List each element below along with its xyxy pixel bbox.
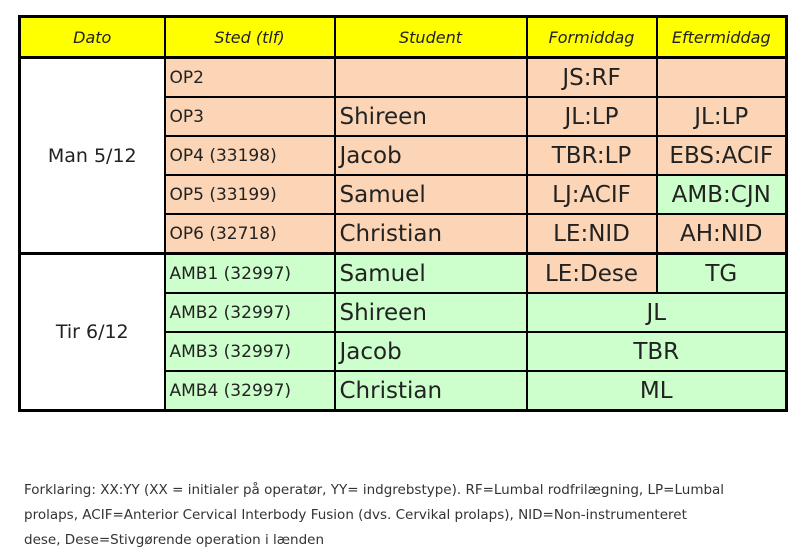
- morning: LE:Dese: [525, 252, 658, 294]
- afternoon: AMB:CJN: [655, 174, 788, 215]
- student: Jacob: [333, 331, 528, 372]
- student: Samuel: [333, 174, 528, 215]
- morning: LJ:ACIF: [525, 174, 658, 215]
- header-cell: Sted (tlf): [163, 15, 336, 59]
- header-cell: Formiddag: [525, 15, 658, 59]
- student: Shireen: [333, 292, 528, 333]
- morning: JS:RF: [525, 56, 658, 98]
- afternoon: EBS:ACIF: [655, 135, 788, 176]
- whole-day: ML: [525, 370, 788, 412]
- student: Christian: [333, 213, 528, 255]
- header-cell: Student: [333, 15, 528, 59]
- student: Samuel: [333, 252, 528, 294]
- afternoon: JL:LP: [655, 96, 788, 137]
- legend-note: Forklaring: XX:YY (XX = initialer på ope…: [24, 478, 724, 553]
- note-line: dese, Dese=Stivgørende operation i lænde…: [24, 532, 325, 548]
- location: OP3: [163, 96, 336, 137]
- location: OP2: [163, 56, 336, 98]
- date: Man 5/12: [18, 56, 166, 255]
- location: AMB1 (32997): [163, 252, 336, 294]
- schedule-table: Dato Sted (tlf) Student Formiddag Efterm…: [18, 15, 788, 412]
- student: Christian: [333, 370, 528, 412]
- location: OP5 (33199): [163, 174, 336, 215]
- student: Shireen: [333, 96, 528, 137]
- note-line: prolaps, ACIF=Anterior Cervical Interbod…: [24, 507, 687, 523]
- header-cell: Eftermiddag: [655, 15, 788, 59]
- location: AMB4 (32997): [163, 370, 336, 412]
- student: [333, 56, 528, 98]
- date: Tir 6/12: [18, 252, 166, 412]
- whole-day: TBR: [525, 331, 788, 372]
- morning: TBR:LP: [525, 135, 658, 176]
- whole-day: JL: [525, 292, 788, 333]
- location: AMB2 (32997): [163, 292, 336, 333]
- afternoon: TG: [655, 252, 788, 294]
- note-line: Forklaring: XX:YY (XX = initialer på ope…: [24, 482, 725, 498]
- header-cell: Dato: [18, 15, 166, 59]
- location: AMB3 (32997): [163, 331, 336, 372]
- student: Jacob: [333, 135, 528, 176]
- location: OP4 (33198): [163, 135, 336, 176]
- afternoon: [655, 56, 788, 98]
- morning: JL:LP: [525, 96, 658, 137]
- header-row: Dato Sted (tlf) Student Formiddag Efterm…: [18, 15, 788, 59]
- afternoon: AH:NID: [655, 213, 788, 255]
- morning: LE:NID: [525, 213, 658, 255]
- location: OP6 (32718): [163, 213, 336, 255]
